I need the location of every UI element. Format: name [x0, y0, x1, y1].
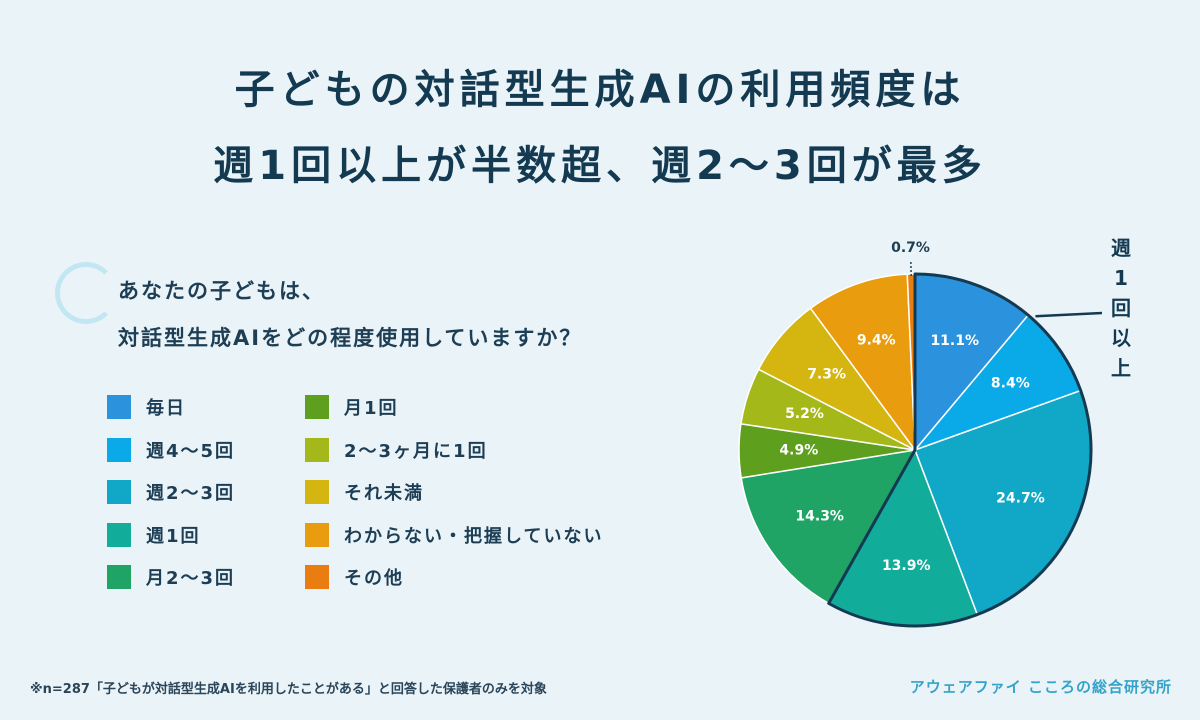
survey-question-line1: あなたの子どもは、 — [118, 279, 325, 303]
legend-item: 毎日 — [107, 394, 186, 420]
legend-item: 週2〜3回 — [107, 479, 235, 505]
legend-label: 週4〜5回 — [146, 440, 236, 462]
legend-swatch — [305, 565, 329, 589]
slice-label: 14.3% — [795, 508, 844, 524]
legend-item: 月1回 — [305, 394, 399, 420]
survey-question: あなたの子どもは、 対話型生成AIをどの程度使用していますか？ — [118, 268, 582, 362]
legend-item: 週4〜5回 — [107, 437, 235, 463]
slice-label: 8.4% — [991, 376, 1030, 392]
slice-label: 7.3% — [807, 367, 846, 383]
highlight-label: 週 1 回以上 — [1111, 236, 1131, 380]
legend-label: 毎日 — [146, 398, 186, 419]
legend-swatch — [107, 437, 131, 462]
slice-label: 4.9% — [779, 443, 818, 459]
legend-item: それ未満 — [305, 479, 424, 505]
legend-swatch — [107, 522, 131, 547]
chart-title: 子どもの対話型生成AIの利用頻度は 週1回以上が半数超、週2〜3回が最多 — [0, 52, 1200, 204]
sample-footnote: ※n=287「子どもが対話型生成AIを利用したことがある」と回答した保護者のみを… — [30, 682, 547, 697]
legend-item: 週1回 — [107, 522, 201, 548]
legend-swatch — [305, 522, 329, 547]
legend-label: わからない・把握していない — [344, 525, 604, 547]
legend-label: それ未満 — [344, 483, 424, 504]
slice-label: 9.4% — [857, 332, 896, 348]
slice-label: 13.9% — [882, 558, 931, 574]
legend-item: 月2〜3回 — [107, 564, 235, 590]
pie-slice — [809, 273, 916, 453]
highlight-leader-line — [1035, 311, 1103, 318]
legend-label: 月1回 — [344, 398, 399, 419]
slice-label: 0.7% — [891, 240, 930, 256]
slice-label: 24.7% — [996, 491, 1045, 507]
legend-swatch — [305, 437, 329, 462]
legend-swatch — [107, 480, 131, 504]
survey-question-line2: 対話型生成AIをどの程度使用していますか？ — [118, 326, 583, 350]
legend-label: その他 — [344, 568, 404, 589]
slice-label: 11.1% — [930, 333, 979, 349]
legend-label: 月2〜3回 — [146, 568, 236, 589]
legend-item: その他 — [305, 564, 404, 590]
legend-label: 2〜3ヶ月に1回 — [344, 440, 488, 462]
highlight-outline — [827, 272, 1093, 628]
slice-label: 5.2% — [785, 406, 824, 422]
legend-label: 週2〜3回 — [146, 483, 236, 504]
decorative-ring — [55, 262, 117, 324]
pie-slices — [738, 273, 1092, 627]
legend-swatch — [107, 565, 131, 589]
chart-title-line2: 週1回以上が半数超、週2〜3回が最多 — [213, 143, 987, 189]
legend-item: 2〜3ヶ月に1回 — [305, 437, 488, 463]
chart-title-line1: 子どもの対話型生成AIの利用頻度は — [234, 67, 966, 113]
legend-swatch — [305, 480, 329, 504]
legend-swatch — [107, 395, 131, 419]
legend-swatch — [305, 395, 329, 419]
pie-slice — [740, 449, 917, 605]
legend-item: わからない・把握していない — [305, 522, 603, 548]
brand-name: アウェアファイ こころの総合研究所 — [909, 678, 1172, 696]
legend-label: 週1回 — [146, 525, 201, 547]
